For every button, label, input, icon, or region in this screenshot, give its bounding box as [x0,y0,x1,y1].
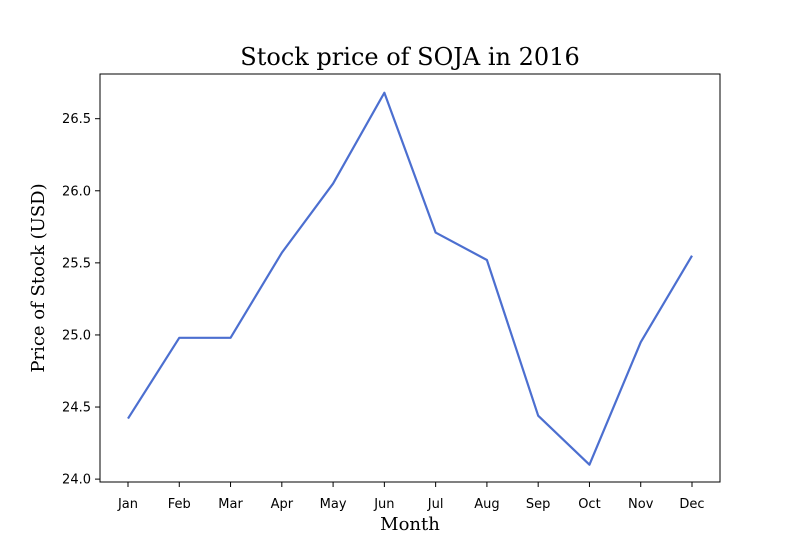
y-axis: 24.0 24.5 25.0 25.5 26.0 26.5 [62,112,100,488]
x-tick-label: Jul [427,497,444,512]
y-tick-label: 24.0 [62,473,91,488]
chart-title: Stock price of SOJA in 2016 [240,43,579,71]
x-tick-label: Jan [117,497,138,512]
x-tick-label: Apr [271,497,294,512]
y-tick-label: 25.5 [62,256,91,271]
x-tick-label: Sep [526,497,551,512]
series-layer [127,91,693,466]
y-tick-label: 26.5 [62,112,91,127]
x-tick-label: Aug [474,497,499,512]
x-tick-label: Jun [373,497,394,512]
x-tick-label: May [320,497,347,512]
y-tick-label: 26.0 [62,184,91,199]
x-axis: Jan Feb Mar Apr May Jun Jul Aug Sep Oct Nov Dec [117,482,705,512]
y-axis-label: Price of Stock (USD) [28,183,49,372]
x-tick-label: Feb [168,497,191,512]
x-tick-label: Oct [578,497,600,512]
y-tick-label: 24.5 [62,401,91,416]
x-tick-label: Mar [218,497,243,512]
plot-area-frame [99,73,721,483]
x-tick-label: Dec [679,497,704,512]
series-line-0 [127,91,693,466]
y-tick-label: 25.0 [62,328,91,343]
x-tick-label: Nov [628,497,654,512]
x-axis-label: Month [380,514,440,535]
